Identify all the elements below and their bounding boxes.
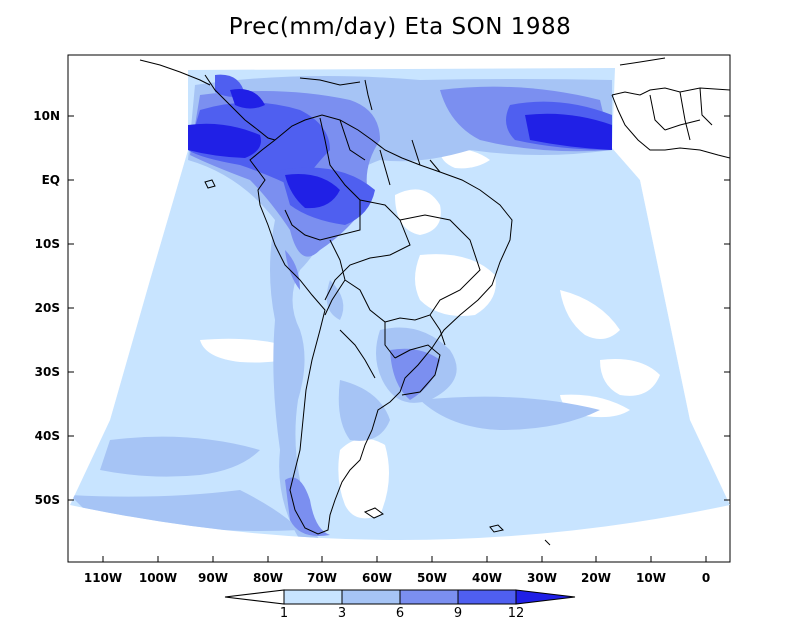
lat-ticks [68, 115, 730, 501]
lon-label: 20W [581, 571, 611, 585]
lon-label: 0 [702, 571, 710, 585]
lon-label: 50W [417, 571, 447, 585]
colorbar-segment [399, 589, 459, 605]
colorbar-label: 9 [454, 606, 462, 618]
colorbar-label: 6 [396, 606, 404, 618]
colorbar [224, 589, 576, 605]
lon-label: 100W [139, 571, 177, 585]
lon-label: 60W [362, 571, 392, 585]
lon-label: 10W [636, 571, 666, 585]
lon-label: 110W [84, 571, 122, 585]
lat-label: 40S [35, 429, 60, 443]
lat-label: EQ [42, 173, 60, 187]
colorbar-segment [224, 589, 285, 605]
colorbar-segment [457, 589, 517, 605]
map-title: Prec(mm/day) Eta SON 1988 [228, 14, 572, 40]
lat-labels: 10N EQ 10S 20S 30S 40S 50S [33, 109, 60, 507]
colorbar-label: 1 [280, 606, 288, 618]
coastlines [139, 57, 730, 546]
lat-label: 10N [33, 109, 60, 123]
colorbar-segment [283, 589, 343, 605]
lon-labels: 110W 100W 90W 80W 70W 60W 50W 40W 30W 20… [84, 571, 710, 585]
colorbar-segment [515, 589, 576, 605]
lat-label: 10S [35, 237, 60, 251]
colorbar-segment [341, 589, 401, 605]
lon-label: 30W [527, 571, 557, 585]
colorbar-labels: 1 3 6 9 12 [280, 606, 524, 618]
precip-level-12-plus [188, 89, 612, 209]
lat-label: 50S [35, 493, 60, 507]
lon-label: 70W [307, 571, 337, 585]
colorbar-label: 3 [338, 606, 346, 618]
lat-label: 20S [35, 301, 60, 315]
colorbar-label: 12 [508, 606, 525, 618]
lon-label: 80W [253, 571, 283, 585]
lon-label: 90W [198, 571, 228, 585]
lat-label: 30S [35, 365, 60, 379]
lon-ticks [102, 556, 707, 562]
lon-label: 40W [472, 571, 502, 585]
